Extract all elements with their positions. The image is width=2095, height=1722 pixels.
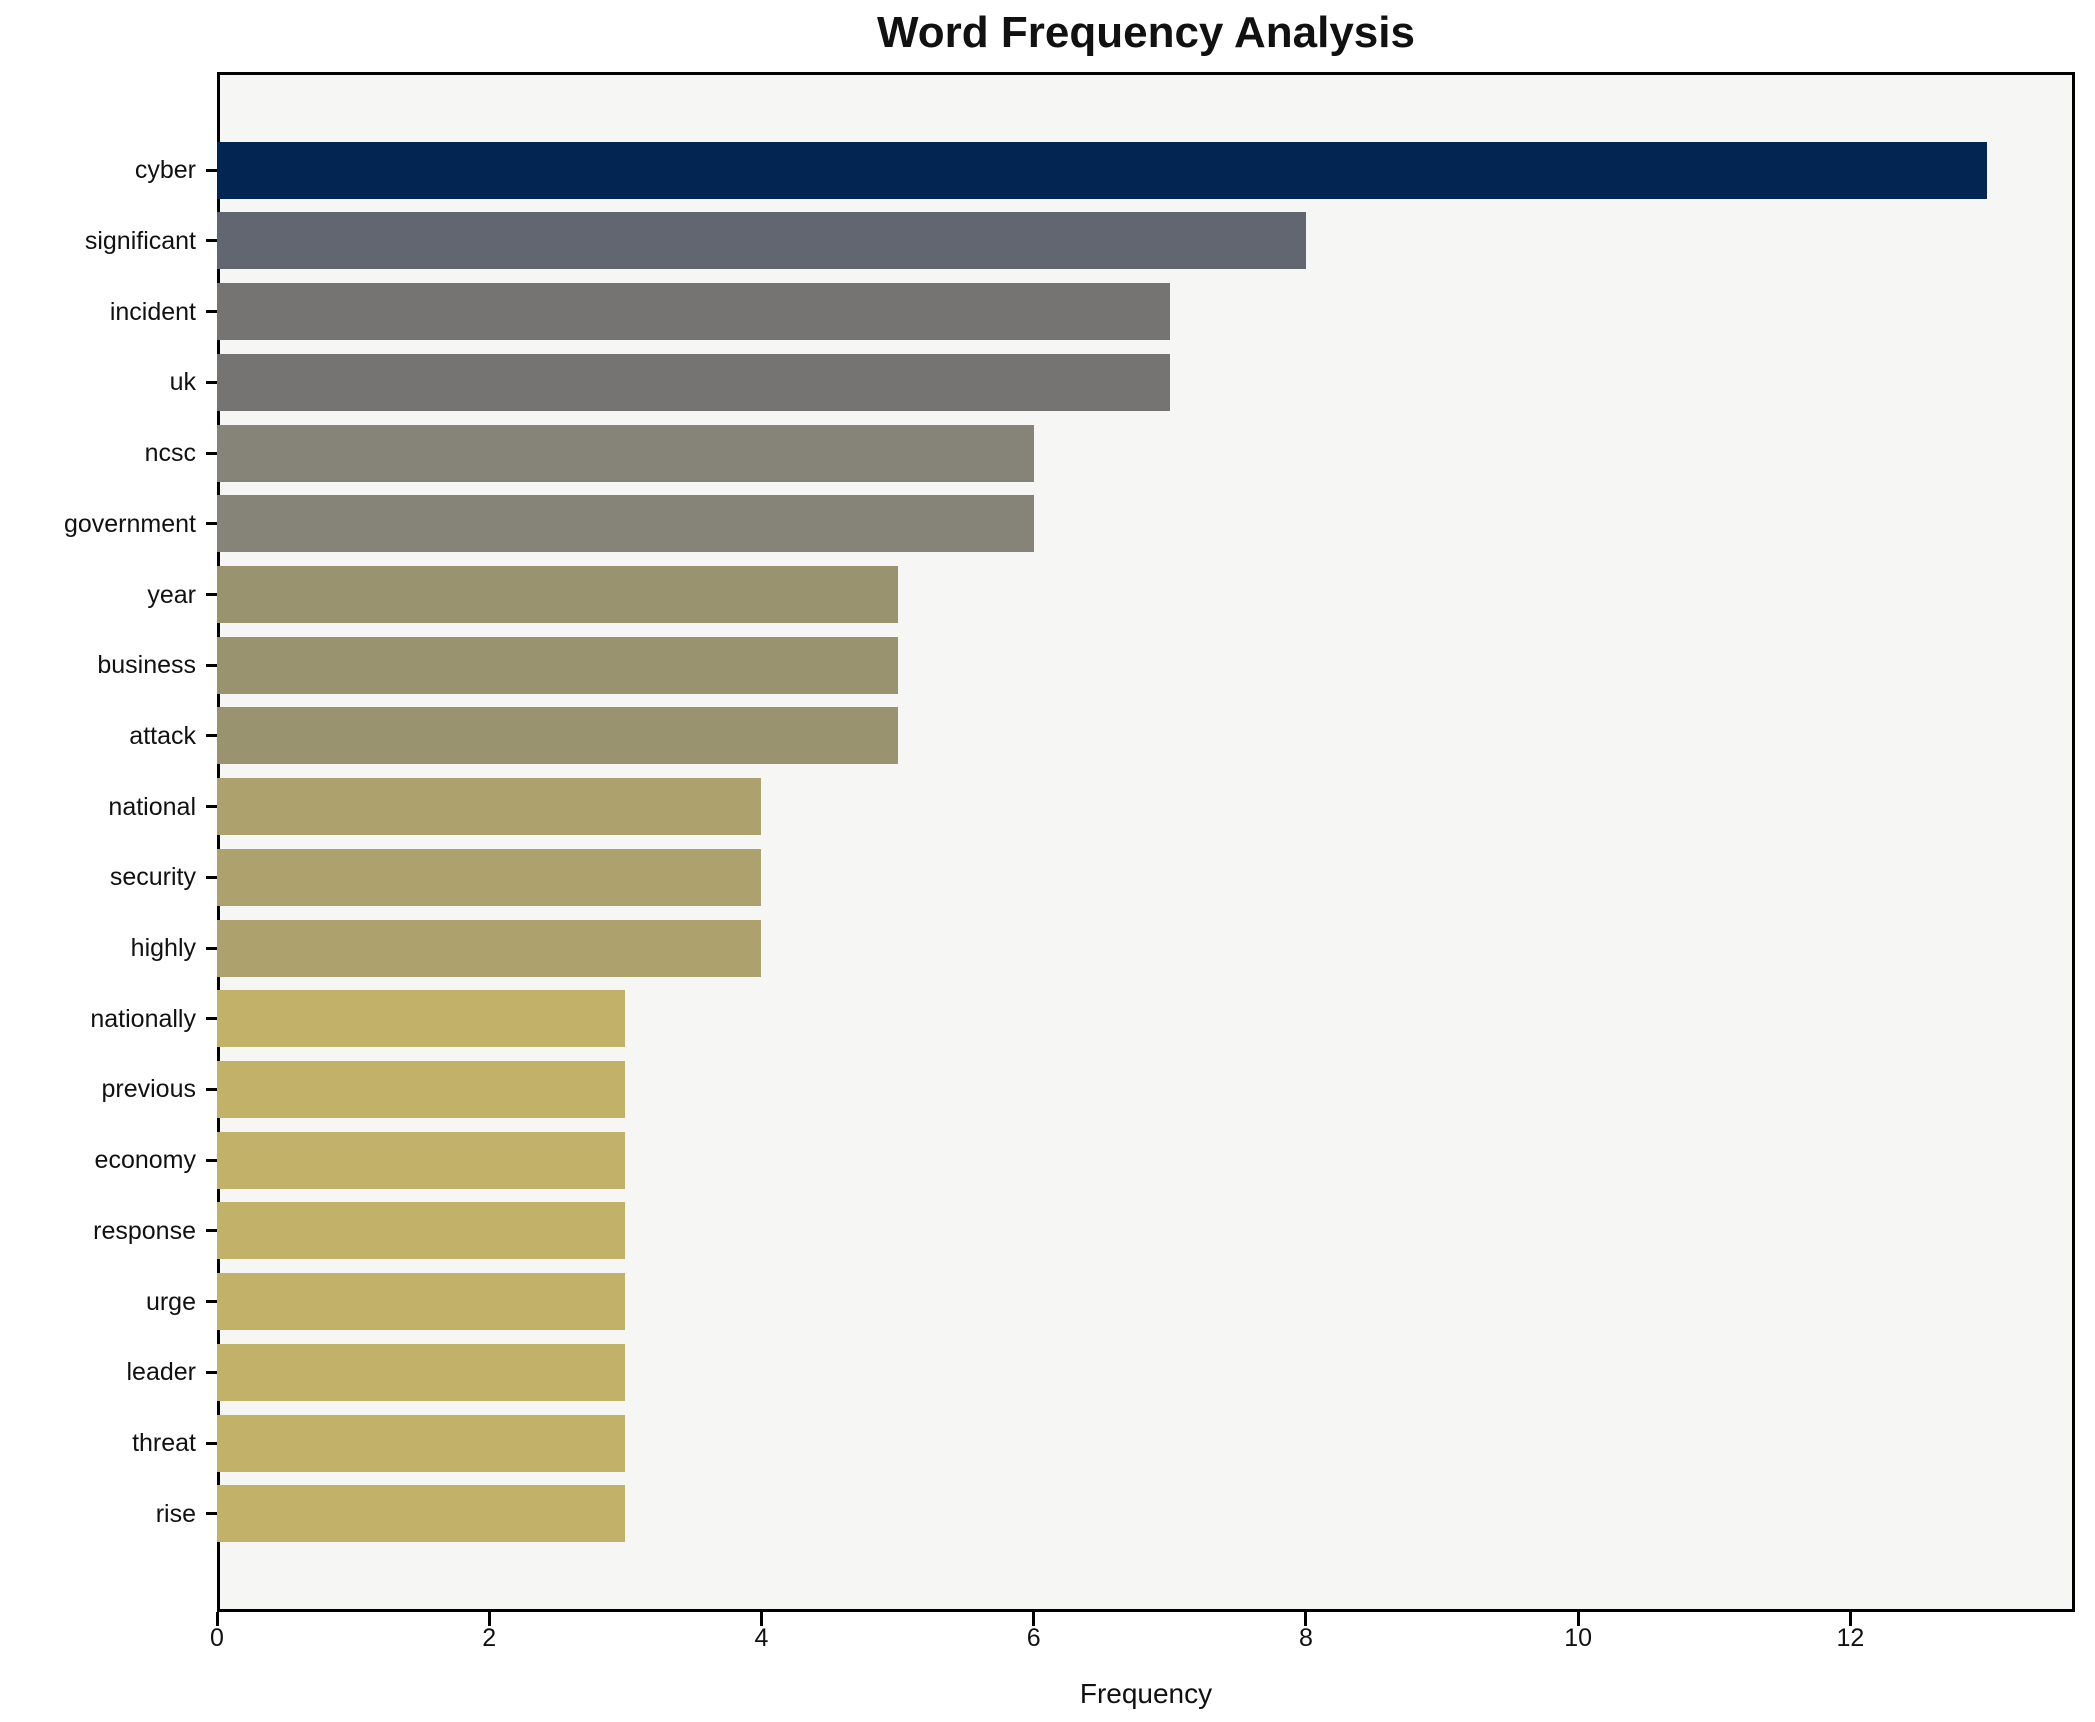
y-axis-label-attack: attack (129, 721, 196, 750)
y-axis-label-business: business (97, 651, 196, 680)
chart-title: Word Frequency Analysis (877, 8, 1415, 57)
bar-incident (217, 283, 1170, 341)
y-axis-label-leader: leader (126, 1358, 197, 1387)
bar-security (217, 848, 762, 906)
bar-urge (217, 1273, 626, 1331)
x-axis-tick (487, 1612, 491, 1626)
y-axis-tick (206, 1229, 217, 1233)
x-axis-tick-label-6: 6 (1026, 1624, 1041, 1652)
bar-national (217, 778, 762, 836)
y-axis-tick (206, 522, 217, 526)
y-axis-label-national: national (108, 792, 196, 821)
x-axis-label: Frequency (1079, 1678, 1213, 1709)
bar-response (217, 1202, 626, 1260)
bar-nationally (217, 990, 626, 1048)
y-axis-label-economy: economy (94, 1146, 196, 1175)
bar-highly (217, 919, 762, 977)
y-axis-tick (206, 1370, 217, 1374)
x-axis-tick (1304, 1612, 1308, 1626)
y-axis-tick (206, 380, 217, 384)
bar-ncsc (217, 424, 1034, 482)
bar-year (217, 566, 898, 624)
bar-threat (217, 1414, 626, 1472)
y-axis-label-nationally: nationally (90, 1004, 196, 1033)
y-axis-label-government: government (63, 509, 196, 538)
y-axis-tick (206, 875, 217, 879)
y-axis-label-incident: incident (109, 297, 196, 326)
y-axis-tick (206, 451, 217, 455)
bar-cyber (217, 141, 1987, 199)
y-axis-tick (206, 663, 217, 667)
y-axis-tick (206, 168, 217, 172)
y-axis-tick (206, 805, 217, 809)
x-axis-tick (1848, 1612, 1852, 1626)
bar-leader (217, 1343, 626, 1401)
bar-previous (217, 1060, 626, 1118)
x-axis-tick (1576, 1612, 1580, 1626)
y-axis-tick (206, 734, 217, 738)
bar-attack (217, 707, 898, 765)
y-axis-label-uk: uk (169, 368, 196, 397)
bar-business (217, 636, 898, 694)
y-axis-tick (206, 1441, 217, 1445)
y-axis-label-threat: threat (132, 1429, 196, 1457)
y-axis-label-rise: rise (155, 1499, 196, 1528)
y-axis-tick (206, 593, 217, 597)
y-axis-label-cyber: cyber (134, 156, 196, 185)
x-axis-tick (759, 1612, 763, 1626)
y-axis-label-urge: urge (145, 1287, 196, 1316)
x-axis-tick-label-8: 8 (1298, 1624, 1313, 1652)
bar-economy (217, 1131, 626, 1189)
y-axis-label-highly: highly (130, 934, 196, 963)
y-axis-tick (206, 1017, 217, 1021)
y-axis-label-ncsc: ncsc (144, 439, 196, 468)
y-axis-tick (206, 1158, 217, 1162)
y-axis-tick (206, 1512, 217, 1516)
x-axis-tick-label-0: 0 (210, 1624, 224, 1652)
y-axis-tick (206, 946, 217, 950)
y-axis-label-response: response (93, 1216, 196, 1245)
x-axis-tick (1032, 1612, 1036, 1626)
x-axis-tick (215, 1612, 219, 1626)
y-axis-label-year: year (147, 580, 196, 609)
x-axis-tick-label-10: 10 (1564, 1624, 1593, 1652)
x-axis-tick-label-4: 4 (754, 1624, 769, 1652)
x-axis-tick-label-12: 12 (1836, 1624, 1865, 1652)
bar-rise (217, 1485, 626, 1543)
y-axis-label-security: security (109, 863, 196, 892)
y-axis-label-previous: previous (101, 1075, 197, 1104)
y-axis-label-significant: significant (84, 226, 196, 255)
y-axis-tick (206, 239, 217, 243)
y-axis-tick (206, 1300, 217, 1304)
y-axis-tick (206, 310, 217, 314)
x-axis-tick-label-2: 2 (482, 1624, 497, 1652)
bar-significant (217, 212, 1306, 270)
y-axis-tick (206, 1087, 217, 1091)
bar-uk (217, 353, 1170, 411)
bar-government (217, 495, 1034, 553)
